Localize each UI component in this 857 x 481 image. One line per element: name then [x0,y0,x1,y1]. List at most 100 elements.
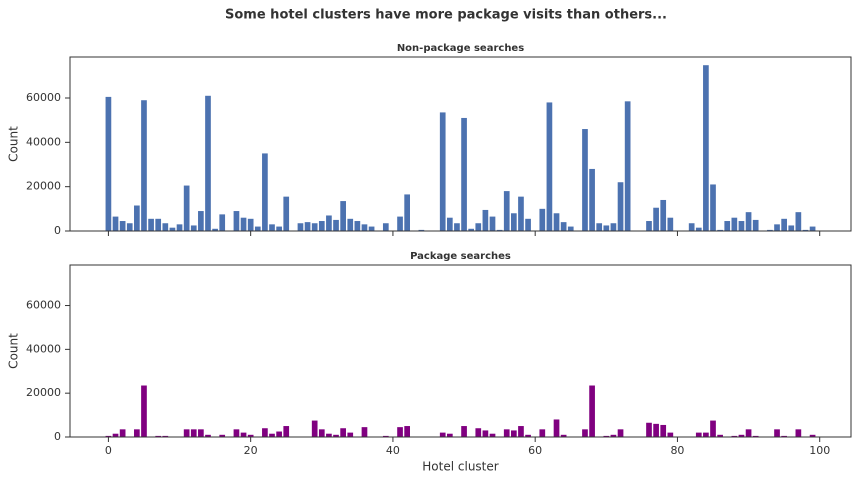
bar [660,199,667,231]
bar [361,427,368,437]
bar [703,65,709,232]
bar [162,223,169,231]
x-tick-label: 60 [528,444,542,457]
bar [397,216,403,231]
bar [276,431,282,437]
bar [717,434,723,437]
bar [304,222,311,231]
bar [183,429,190,437]
bar [560,434,567,437]
bar [205,434,211,437]
bar [155,435,162,437]
bar [496,229,503,231]
bar [667,432,674,437]
bar [482,430,489,437]
bar [610,223,617,231]
bar [119,221,126,231]
y-axis-label: Count [7,126,21,162]
bar [141,385,147,437]
bar [468,228,475,231]
bar [169,227,176,231]
bar [731,217,738,231]
bar [198,429,204,437]
bar [610,434,617,437]
bar [582,129,588,231]
bar [553,419,560,437]
bar [731,435,738,437]
y-tick-label: 20000 [26,386,61,399]
bar [710,184,716,231]
bar [781,435,787,437]
bar [333,434,339,437]
bar [340,428,346,437]
bar [240,217,247,231]
bar [596,223,603,231]
bar [176,224,183,231]
bar [134,429,140,437]
bar [439,112,446,231]
bar [318,221,325,231]
bar [802,229,809,231]
bar [198,211,204,231]
bar [269,433,275,437]
plot-frame [69,56,852,232]
bar [525,218,531,231]
bar [233,211,240,231]
bar [646,422,652,437]
bar [546,102,553,232]
y-tick-label: 0 [54,224,61,237]
x-tick-label: 100 [809,444,830,457]
bar [560,222,567,231]
bar [333,219,339,231]
bar [354,221,361,231]
bar [254,226,261,231]
bar [617,182,624,231]
bar [141,100,147,231]
chart-title: Some hotel clusters have more package vi… [225,8,667,23]
bar [190,225,197,231]
bar [212,228,218,231]
bar [233,429,240,437]
bar [311,223,318,231]
bar [489,216,496,231]
bar [475,223,482,231]
bar [653,423,659,437]
bar [461,426,467,437]
x-tick-label: 20 [244,444,258,457]
bar [489,433,496,437]
bar [361,224,368,231]
bar [710,420,716,437]
y-tick-label: 40000 [26,135,61,148]
bar [219,434,226,437]
subplot-title: Non-package searches [397,43,524,54]
bar [809,226,816,231]
bar [119,429,126,437]
bar [809,434,816,437]
bar [205,95,211,231]
bar [539,208,546,231]
bar [695,227,702,231]
bar [788,225,795,231]
bar [589,385,595,437]
bar [503,429,510,437]
bar [439,432,446,437]
bar [112,433,119,437]
plot-frame [69,264,852,438]
bar [347,218,354,231]
bar [603,435,610,437]
bar [617,429,624,437]
x-tick-label: 40 [386,444,400,457]
bar [624,101,631,231]
bar [283,426,290,437]
bar [340,201,346,231]
bar [454,223,460,231]
bar [518,426,524,437]
bar [368,226,375,231]
bar [767,229,773,231]
bar [382,435,389,437]
bar [475,428,482,437]
bar [105,435,112,437]
bar [774,429,780,437]
bar [745,212,752,231]
